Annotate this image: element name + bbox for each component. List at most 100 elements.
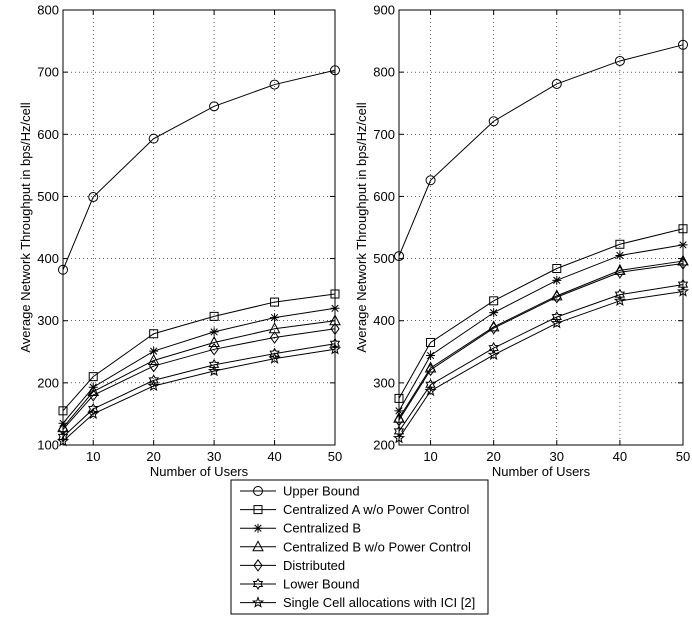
legend: Upper Bound Centralized A w/o Power Contr… xyxy=(230,479,489,615)
data-point xyxy=(489,308,499,318)
data-point xyxy=(551,78,562,89)
y-tick-label: 500 xyxy=(37,189,59,204)
y-tick-label: 100 xyxy=(37,438,59,453)
y-tick-label: 600 xyxy=(37,127,59,142)
data-point xyxy=(88,192,99,203)
series-line xyxy=(398,284,684,432)
plot-area xyxy=(63,10,335,445)
data-point xyxy=(209,101,220,112)
data-point xyxy=(425,175,436,186)
plot-area xyxy=(399,10,683,445)
legend-label: Centralized B xyxy=(283,521,361,536)
data-point xyxy=(148,374,159,387)
legend-marker xyxy=(253,523,263,533)
legend-entry-lower-bound: Lower Bound xyxy=(240,577,360,592)
legend-entry-centralized-b: Centralized B xyxy=(240,521,361,536)
legend-entry-upper-bound: Upper Bound xyxy=(240,484,360,499)
legend-label: Lower Bound xyxy=(283,577,360,592)
x-axis-label: Number of Users xyxy=(492,464,591,479)
data-point xyxy=(489,296,499,306)
data-point xyxy=(613,294,626,307)
right-chart: 10 20 30 40 50 200 300 400 500 600 700 800 900 Number… xyxy=(354,3,690,480)
data-point xyxy=(424,384,437,397)
x-tick-label: 40 xyxy=(267,449,281,464)
data-point xyxy=(426,337,436,347)
data-point xyxy=(209,311,219,321)
x-tick-label: 20 xyxy=(146,449,160,464)
series-lower-bound xyxy=(393,278,689,438)
data-point xyxy=(270,313,280,323)
data-point xyxy=(552,264,562,274)
series-line xyxy=(398,260,684,419)
series-line xyxy=(398,291,684,439)
data-point xyxy=(149,329,159,339)
data-point xyxy=(269,331,280,344)
legend-marker xyxy=(252,578,264,590)
data-point xyxy=(149,346,159,356)
legend-entry-distributed: Distributed xyxy=(240,558,345,573)
data-point xyxy=(268,352,281,364)
data-point xyxy=(425,363,436,377)
series-centralized-b-w-o-power-control xyxy=(57,314,341,433)
data-point xyxy=(269,79,280,90)
y-tick-label: 200 xyxy=(37,375,59,390)
data-point xyxy=(614,55,625,66)
x-tick-label: 10 xyxy=(86,449,100,464)
data-point xyxy=(209,342,219,356)
legend-label: Distributed xyxy=(283,558,345,573)
y-axis-label: Average Network Throughput in bps/Hz/cel… xyxy=(18,102,33,352)
data-point xyxy=(208,364,221,377)
legend-marker xyxy=(253,486,263,496)
y-tick-label: 800 xyxy=(373,65,395,80)
x-tick-label: 50 xyxy=(328,449,342,464)
data-point xyxy=(614,288,626,301)
series-line xyxy=(62,69,336,270)
y-tick-label: 400 xyxy=(373,313,395,328)
data-point xyxy=(147,353,160,365)
legend-entry-centralized-a-w-o-power-control: Centralized A w/o Power Control xyxy=(240,502,470,517)
series-line xyxy=(62,343,336,438)
data-point xyxy=(88,382,98,392)
legend-marker xyxy=(252,540,264,552)
data-point xyxy=(550,316,563,329)
legend-label: Centralized A w/o Power Control xyxy=(283,502,470,517)
legend-entry-single-cell-allocations-with-ici-2: Single Cell allocations with ICI [2] xyxy=(240,595,475,610)
data-point xyxy=(148,133,159,144)
data-point xyxy=(615,265,625,279)
series-line xyxy=(62,293,336,412)
data-point xyxy=(488,342,499,355)
data-point xyxy=(88,372,98,382)
data-point xyxy=(487,348,500,361)
y-tick-label: 700 xyxy=(37,65,59,80)
legend-marker xyxy=(251,596,265,608)
legend-marker xyxy=(253,505,263,515)
series-line xyxy=(62,328,336,430)
y-tick-label: 200 xyxy=(373,438,395,453)
data-point xyxy=(208,358,220,371)
data-point xyxy=(426,351,436,361)
y-tick-label: 300 xyxy=(37,313,59,328)
x-tick-label: 30 xyxy=(550,449,564,464)
legend-entry-centralized-b-w-o-power-control: Centralized B w/o Power Control xyxy=(240,539,471,554)
legend-label: Upper Bound xyxy=(283,484,360,499)
data-point xyxy=(615,239,625,249)
data-point xyxy=(208,335,220,347)
axes-box xyxy=(398,9,684,446)
series-distributed xyxy=(394,257,688,427)
y-axis-label: Average Network Throughput in bps/Hz/cel… xyxy=(354,102,369,352)
data-point xyxy=(615,250,625,260)
series-line xyxy=(398,228,684,399)
data-point xyxy=(425,378,436,391)
data-point xyxy=(147,379,160,392)
x-tick-label: 40 xyxy=(613,449,627,464)
series-line xyxy=(62,348,336,442)
y-tick-label: 700 xyxy=(373,127,395,142)
x-tick-label: 50 xyxy=(676,449,690,464)
series-line xyxy=(398,263,684,421)
x-tick-label: 30 xyxy=(207,449,221,464)
data-point xyxy=(270,297,280,307)
data-point xyxy=(88,388,98,402)
data-point xyxy=(488,116,499,127)
x-axis-label: Number of Users xyxy=(150,464,249,479)
